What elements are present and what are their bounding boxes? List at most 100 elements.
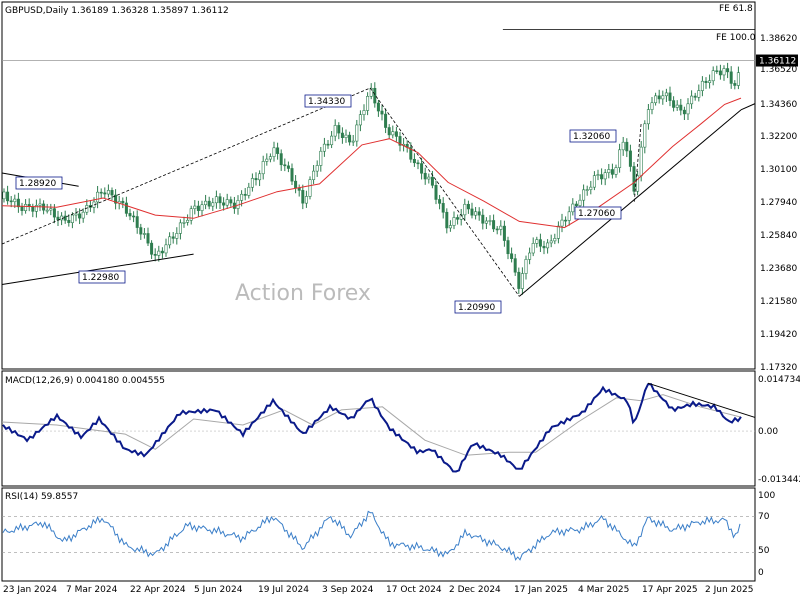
- candle-body: [643, 123, 647, 148]
- candle-body: [369, 87, 373, 97]
- macd-y-tick: 0.014734: [758, 375, 800, 385]
- candle-body: [510, 253, 514, 259]
- candle-body: [132, 215, 136, 218]
- fe-61-label: FE 61.8: [719, 4, 753, 14]
- candle-body: [499, 225, 503, 230]
- candle-body: [74, 213, 78, 216]
- candle-body: [574, 203, 578, 207]
- price-y-tick: 1.34360: [760, 100, 797, 110]
- fe-100-label: FE 100.0: [716, 33, 756, 43]
- candle-body: [128, 213, 132, 217]
- candle-body: [589, 186, 593, 190]
- candle-body: [686, 103, 690, 115]
- macd-main-line: [2, 383, 742, 473]
- x-tick-label: 17 Apr 2025: [642, 585, 698, 595]
- candle-body: [204, 200, 208, 206]
- annotation-label: 1.32060: [573, 132, 610, 142]
- macd-title: MACD(12,26,9) 0.004180 0.004555: [5, 376, 165, 386]
- candle-body: [481, 214, 485, 224]
- candle-body: [564, 219, 568, 222]
- candle-body: [556, 225, 560, 239]
- price-y-tick: 1.38620: [760, 34, 797, 44]
- candle-body: [484, 220, 488, 224]
- macd-y-tick: 0.00: [758, 427, 778, 437]
- candle-body: [668, 92, 672, 101]
- price-y-tick: 1.27940: [760, 198, 797, 208]
- candle-body: [394, 131, 398, 137]
- candle-body: [175, 233, 179, 239]
- candle-body: [603, 172, 607, 180]
- trendline: [1, 253, 194, 286]
- candle-body: [736, 72, 740, 86]
- candle-body: [160, 250, 164, 254]
- candle-body: [103, 192, 107, 195]
- candle-body: [186, 219, 190, 223]
- candle-body: [164, 244, 168, 254]
- price-y-tick: 1.19420: [760, 330, 797, 340]
- candle-body: [286, 165, 290, 169]
- candle-body: [243, 193, 247, 196]
- price-annotations: 1.28920 1.22980 1.34330 1.20990 1.32060 1.270…: [15, 54, 798, 314]
- annotation-box: [574, 206, 622, 220]
- candle-body: [358, 114, 362, 126]
- candle-body: [409, 147, 413, 160]
- candle-body: [416, 162, 420, 165]
- candle-body: [319, 150, 323, 166]
- candle-body: [63, 215, 67, 221]
- macd-y-axis: 0.014734 0.00 -0.013442: [758, 375, 800, 485]
- candle-body: [9, 200, 13, 203]
- annotation-box: [78, 270, 126, 284]
- candle-body: [200, 204, 204, 211]
- candle-body: [67, 220, 71, 223]
- x-tick-label: 23 Jan 2024: [3, 585, 57, 595]
- price-y-axis: 1.38620 1.36520 1.34360 1.32200 1.30100 …: [760, 34, 797, 373]
- candle-body: [682, 109, 686, 115]
- candle-body: [157, 250, 161, 256]
- candle-body: [265, 158, 269, 162]
- candle-body: [420, 163, 424, 174]
- candle-body: [618, 149, 622, 168]
- trendline: [633, 123, 642, 202]
- price-y-tick: 1.32200: [760, 132, 797, 142]
- candle-body: [214, 196, 218, 204]
- candle-body: [272, 147, 276, 157]
- candle-body: [535, 239, 539, 244]
- candle-body: [52, 208, 56, 218]
- candle-body: [628, 150, 632, 167]
- candle-body: [441, 203, 445, 213]
- x-axis: 23 Jan 2024 7 Mar 2024 22 Apr 2024 5 Jun…: [3, 585, 753, 595]
- candle-body: [729, 71, 733, 84]
- price-y-tick: 1.21580: [760, 297, 797, 307]
- x-tick-label: 4 Mar 2025: [578, 585, 629, 595]
- candle-body: [582, 189, 586, 201]
- rsi-y-tick: 70: [758, 512, 770, 522]
- candle-body: [20, 206, 24, 211]
- x-tick-label: 3 Sep 2024: [322, 585, 374, 595]
- candle-body: [322, 143, 326, 152]
- candle-body: [693, 95, 697, 98]
- candle-body: [650, 102, 654, 110]
- candle-body: [139, 227, 143, 235]
- candle-body: [718, 70, 722, 76]
- candle-body: [614, 167, 618, 175]
- candle-body: [196, 205, 200, 211]
- candle-body: [254, 178, 258, 181]
- x-tick-label: 19 Jul 2024: [258, 585, 309, 595]
- candle-body: [13, 198, 17, 203]
- candle-body: [639, 146, 643, 177]
- candle-body: [171, 236, 175, 239]
- candle-body: [391, 131, 395, 136]
- candle-body: [625, 141, 629, 152]
- moving-average-line: [1, 97, 742, 229]
- candle-body: [538, 239, 542, 247]
- candle-body: [423, 172, 427, 180]
- candle-body: [355, 124, 359, 142]
- candle-body: [578, 199, 582, 207]
- rsi-y-tick: 100: [758, 491, 775, 501]
- candle-body: [312, 170, 316, 180]
- candle-body: [592, 175, 596, 188]
- rsi-y-axis: 100 70 50 30 0: [758, 491, 775, 578]
- candle-body: [520, 273, 524, 289]
- candle-body: [218, 196, 222, 204]
- candle-body: [34, 205, 38, 212]
